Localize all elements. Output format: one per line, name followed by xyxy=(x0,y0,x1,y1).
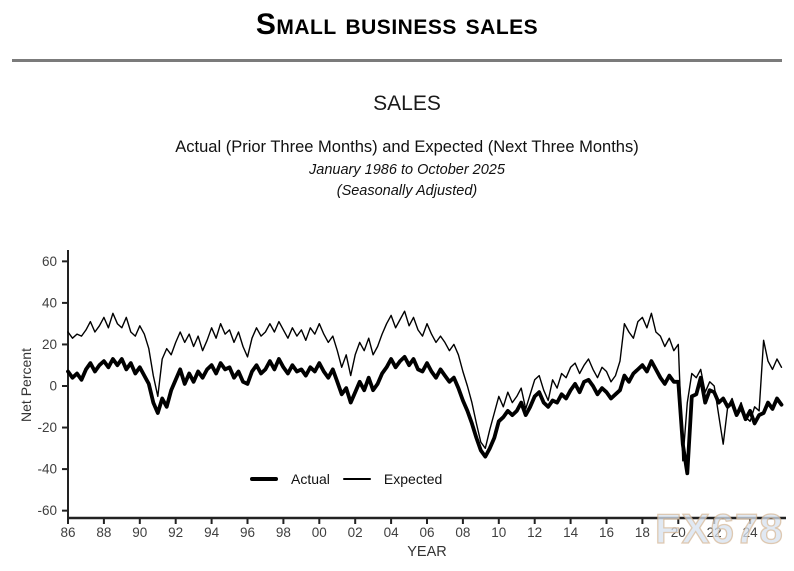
actual-line-swatch xyxy=(250,476,278,482)
chart-subtitle: Actual (Prior Three Months) and Expected… xyxy=(175,138,639,156)
y-tick-label: 20 xyxy=(42,337,57,352)
x-tick-label: 22 xyxy=(707,525,722,540)
y-tick-label: -40 xyxy=(37,462,57,477)
x-tick-label: 02 xyxy=(348,525,363,540)
x-tick-label: 10 xyxy=(491,525,506,540)
actual-line xyxy=(66,354,784,476)
x-tick-label: 96 xyxy=(240,525,255,540)
x-tick-label: 12 xyxy=(527,525,542,540)
y-tick-label: 60 xyxy=(42,254,57,269)
x-tick-label: 00 xyxy=(312,525,327,540)
x-tick-label: 90 xyxy=(132,525,147,540)
x-tick-label: 16 xyxy=(599,525,614,540)
chart-date-range: January 1986 to October 2025 xyxy=(309,162,505,178)
page-title: Small Business Sales xyxy=(255,8,539,41)
y-axis-title: Net Percent xyxy=(18,348,34,422)
x-tick-label: 06 xyxy=(419,525,434,540)
chart-legend: Actual Expected xyxy=(250,470,442,488)
x-tick-label: 08 xyxy=(455,525,470,540)
chart-heading: SALES xyxy=(373,92,441,115)
x-tick-label: 04 xyxy=(384,525,400,540)
chart-adjustment-note: (Seasonally Adjusted) xyxy=(336,183,478,199)
x-axis-title: YEAR xyxy=(407,544,447,560)
x-tick-label: 24 xyxy=(743,525,759,540)
legend-label-actual: Actual xyxy=(291,471,330,487)
x-tick-label: 18 xyxy=(635,525,650,540)
x-tick-label: 86 xyxy=(60,525,75,540)
expected-line-swatch xyxy=(342,478,371,480)
x-tick-label: 88 xyxy=(96,525,111,540)
y-tick-label: -20 xyxy=(37,420,57,435)
x-tick-label: 92 xyxy=(168,525,183,540)
y-tick-label: 40 xyxy=(42,295,57,310)
y-tick-label: 0 xyxy=(49,379,57,394)
y-tick-label: -60 xyxy=(37,503,57,518)
x-tick-label: 94 xyxy=(204,525,220,540)
x-tick-label: 98 xyxy=(276,525,291,540)
expected-line xyxy=(67,310,783,462)
x-tick-label: 14 xyxy=(563,525,579,540)
title-divider xyxy=(12,59,782,62)
x-tick-label: 20 xyxy=(671,525,686,540)
legend-label-expected: Expected xyxy=(383,471,443,487)
